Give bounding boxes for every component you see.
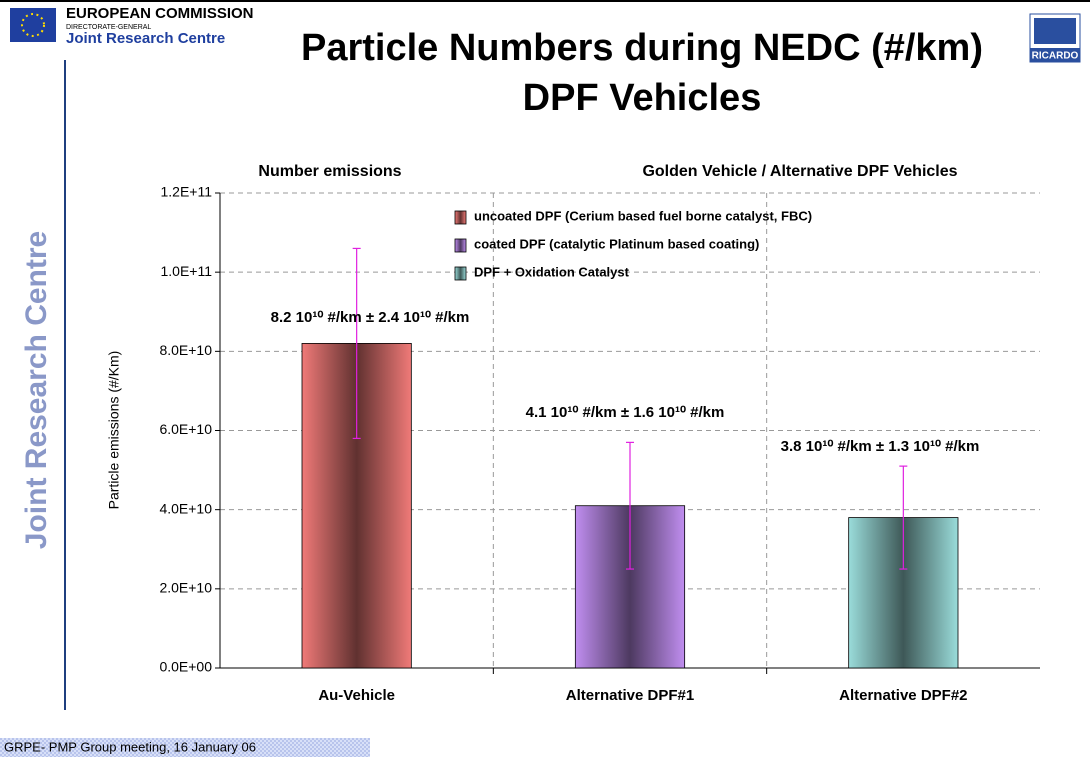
value-label: 8.2 10¹⁰ #/km ± 2.4 10¹⁰ #/km — [271, 309, 470, 326]
error-bar — [352, 247, 361, 440]
y-tick-label: 1.2E+11 — [160, 184, 212, 200]
y-tick-label: 2.0E+10 — [159, 580, 212, 596]
legend-swatch — [454, 210, 467, 225]
ricardo-band — [1030, 48, 1080, 62]
y-tick-label: 8.0E+10 — [159, 342, 212, 358]
x-tick-label: Alternative DPF#1 — [566, 687, 694, 704]
x-tick-label: Au-Vehicle — [318, 687, 395, 704]
panel-title-left: Number emissions — [258, 163, 401, 180]
footer: GRPE- PMP Group meeting, 16 January 06 — [4, 739, 256, 754]
org: EUROPEAN COMMISSION — [66, 5, 254, 22]
chart-subtitle: DPF Vehicles — [523, 77, 762, 119]
footer-bar — [0, 738, 370, 757]
x-tick-label: Alternative DPF#2 — [839, 687, 967, 704]
legend-swatch — [454, 266, 467, 281]
legend-swatch — [454, 238, 467, 253]
error-bar — [899, 465, 908, 570]
ricardo-text: RICARDO — [1032, 51, 1079, 62]
centre: Joint Research Centre — [66, 30, 225, 47]
panel-title-right: Golden Vehicle / Alternative DPF Vehicle… — [642, 163, 957, 180]
legend-label: coated DPF (catalytic Platinum based coa… — [474, 236, 759, 251]
error-bar — [626, 441, 634, 570]
y-axis-label: Particle emissions (#/Km) — [106, 351, 122, 510]
dg: DIRECTORATE-GENERAL — [66, 24, 151, 31]
y-tick-label: 0.0E+00 — [159, 659, 212, 675]
eu-stars — [21, 13, 45, 37]
legend-label: uncoated DPF (Cerium based fuel borne ca… — [474, 208, 812, 223]
legend-label: DPF + Oxidation Catalyst — [474, 264, 630, 279]
y-tick-label: 4.0E+10 — [159, 500, 212, 516]
side-text: Joint Research Centre — [20, 231, 53, 549]
value-label: 4.1 10¹⁰ #/km ± 1.6 10¹⁰ #/km — [526, 404, 725, 421]
y-tick-label: 1.0E+11 — [160, 263, 212, 279]
y-tick-label: 6.0E+10 — [159, 421, 212, 437]
value-label: 3.8 10¹⁰ #/km ± 1.3 10¹⁰ #/km — [781, 438, 980, 455]
ricardo-mark — [1034, 18, 1076, 44]
chart-title: Particle Numbers during NEDC (#/km) — [301, 27, 983, 69]
